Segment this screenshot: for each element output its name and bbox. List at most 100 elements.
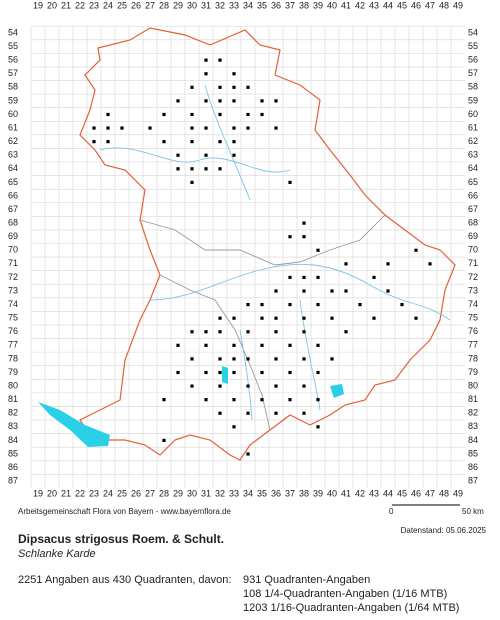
column-label: 25 [117,488,127,498]
row-label: 83 [468,421,478,431]
detail: 931 Quadranten-Angaben [243,574,370,586]
occurrence-dot [288,343,292,347]
row-label: 87 [468,476,478,486]
row-label: 83 [8,421,18,431]
occurrence-dot [176,343,180,347]
row-label: 57 [8,68,18,78]
column-label: 43 [369,488,379,498]
title: Dipsacus strigosus Roem. & Schult. [18,532,224,546]
occurrence-dot [218,85,222,89]
row-label: 87 [8,476,18,486]
column-label: 21 [61,488,71,498]
column-label: 20 [47,0,57,10]
column-label: 42 [355,488,365,498]
row-label: 54 [8,27,18,37]
row-label: 82 [8,408,18,418]
row-label: 80 [8,380,18,390]
occurrence-dot [190,126,194,130]
occurrence-dot [232,153,236,157]
column-label: 46 [411,0,421,10]
row-label: 60 [468,109,478,119]
occurrence-dot [218,112,222,117]
column-label: 33 [229,488,239,498]
occurrence-dot [302,275,306,280]
column-label: 48 [439,0,449,10]
column-label: 34 [243,488,253,498]
occurrence-dot [162,438,166,442]
occurrence-dot [218,384,222,388]
occurrence-dot [246,126,250,130]
occurrence-dot [288,235,292,239]
occurrence-dot [190,357,194,361]
occurrence-dot [190,85,194,89]
occurrence-dot [246,357,250,361]
occurrence-dot [344,262,348,266]
occurrence-dot [204,153,208,157]
column-label: 47 [425,488,435,498]
row-label: 79 [468,367,478,377]
occurrence-dot [260,99,264,103]
rivers [99,84,451,421]
occurrence-dot [246,452,250,456]
row-label: 73 [8,285,18,295]
row-label: 72 [468,272,478,282]
occurrence-dot [218,316,222,320]
column-label: 26 [131,488,141,498]
occurrence-dot [302,357,306,361]
occurrence-dot [190,140,194,144]
row-label: 72 [8,272,18,282]
occurrence-dot [106,126,110,130]
occurrence-dot [218,370,222,375]
column-label: 42 [355,0,365,10]
row-label: 59 [468,95,478,105]
row-label: 69 [468,231,478,241]
occurrence-dot [204,126,208,130]
row-label: 75 [468,313,478,323]
row-label: 68 [8,217,18,227]
row-label: 77 [468,340,478,350]
occurrence-dot [232,370,236,375]
occurrence-dot [218,411,222,415]
row-label: 61 [468,122,478,132]
occurrence-dot [302,384,306,388]
occurrence-dot [218,99,222,103]
occurrence-dot [204,72,208,76]
row-label: 78 [468,353,478,363]
row-label: 81 [8,394,18,404]
occurrence-dot [386,262,390,266]
row-label: 71 [468,258,478,268]
row-label: 65 [468,177,478,187]
occurrence-dot [190,330,194,334]
occurrence-dot [288,370,292,375]
row-label: 55 [8,41,18,51]
occurrence-dot [274,357,278,361]
column-label: 28 [159,488,169,498]
column-label: 44 [383,0,393,10]
column-label: 35 [257,0,267,10]
row-label: 79 [8,367,18,377]
column-label: 19 [33,0,43,10]
row-label: 65 [8,177,18,187]
row-label: 76 [8,326,18,336]
row-label: 56 [8,55,18,65]
column-label: 25 [117,0,127,10]
column-label: 21 [61,0,71,10]
occurrence-dot [274,99,278,103]
occurrence-dot [92,140,96,144]
lake [330,384,344,398]
occurrence-dot [288,180,292,184]
occurrence-dot [148,126,152,130]
row-label: 58 [468,82,478,92]
column-label: 49 [453,0,463,10]
row-label: 80 [468,380,478,390]
occurrence-dot [400,303,404,307]
detail: 108 1/4-Quadranten-Angaben (1/16 MTB) [243,588,447,600]
row-label: 54 [468,27,478,37]
occurrence-dot [218,58,222,62]
row-label: 84 [8,435,18,445]
column-label: 34 [243,0,253,10]
scale-end: 50 km [462,507,484,516]
occurrence-dot [176,370,180,375]
occurrence-dot [204,167,208,171]
